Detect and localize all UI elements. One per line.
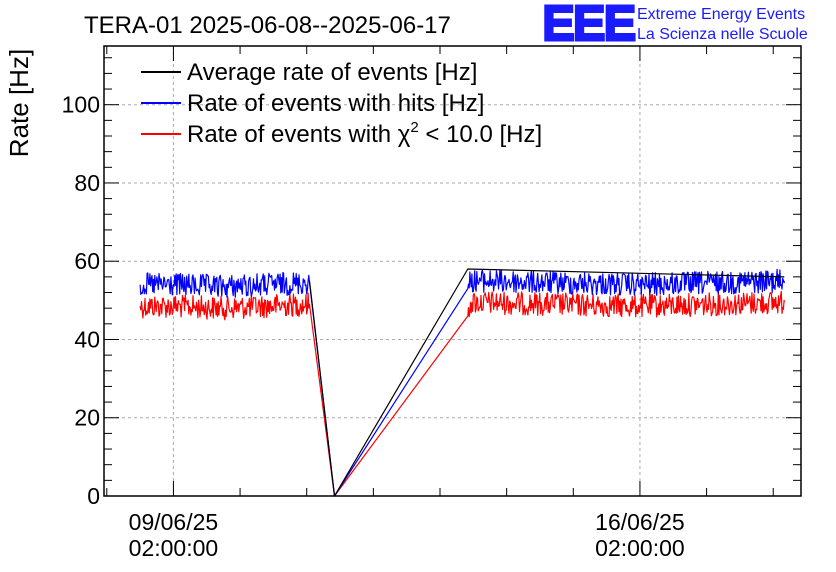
legend-chi2-suffix: < 10.0 [Hz]	[419, 121, 542, 148]
grid	[104, 46, 801, 496]
y-tick-label-1: 20	[74, 405, 100, 431]
x-tick-label-date-0: 09/06/25	[129, 509, 219, 535]
y-tick-label-2: 40	[74, 326, 100, 352]
y-tick-label-5: 100	[62, 92, 100, 118]
legend-chi2-symbol: χ	[398, 121, 411, 148]
legend-label-average: Average rate of events [Hz]	[187, 59, 477, 86]
y-tick-label-3: 60	[74, 248, 100, 274]
legend-entry-chi2: Rate of events with χ2 < 10.0 [Hz]	[141, 119, 542, 148]
legend-label-hits: Rate of events with hits [Hz]	[187, 90, 484, 117]
x-tick-label-time-1: 02:00:00	[595, 535, 685, 561]
series-line-0	[308, 268, 785, 497]
series-line-1	[139, 268, 785, 497]
series-line-2	[139, 290, 785, 497]
x-tick-label-date-1: 16/06/25	[595, 509, 685, 535]
chart-title: TERA-01 2025-06-08--2025-06-17	[84, 12, 451, 39]
series-group	[139, 268, 785, 497]
plot-frame	[103, 45, 802, 497]
logo-mark: EEE	[543, 0, 635, 49]
axis-ticks	[104, 46, 801, 497]
logo-line-2: La Scienza nelle Scuole	[637, 26, 808, 43]
legend-entry-hits: Rate of events with hits [Hz]	[141, 90, 484, 117]
y-tick-label-4: 80	[74, 170, 100, 196]
logo-line-1: Extreme Energy Events	[637, 6, 805, 23]
legend-label-chi2: Rate of events with χ2 < 10.0 [Hz]	[187, 119, 542, 148]
legend: Average rate of events [Hz] Rate of even…	[141, 59, 542, 148]
x-tick-label-time-0: 02:00:00	[129, 535, 219, 561]
legend-chi2-sup: 2	[410, 119, 418, 136]
legend-chi2-prefix: Rate of events with	[187, 121, 398, 148]
y-tick-labels: 0 20 40 60 80 100	[62, 92, 100, 509]
y-tick-label-0: 0	[87, 483, 100, 509]
y-axis-label: Rate [Hz]	[4, 49, 34, 157]
eee-logo: EEE Extreme Energy Events La Scienza nel…	[541, 0, 808, 52]
legend-entry-average: Average rate of events [Hz]	[141, 59, 477, 86]
